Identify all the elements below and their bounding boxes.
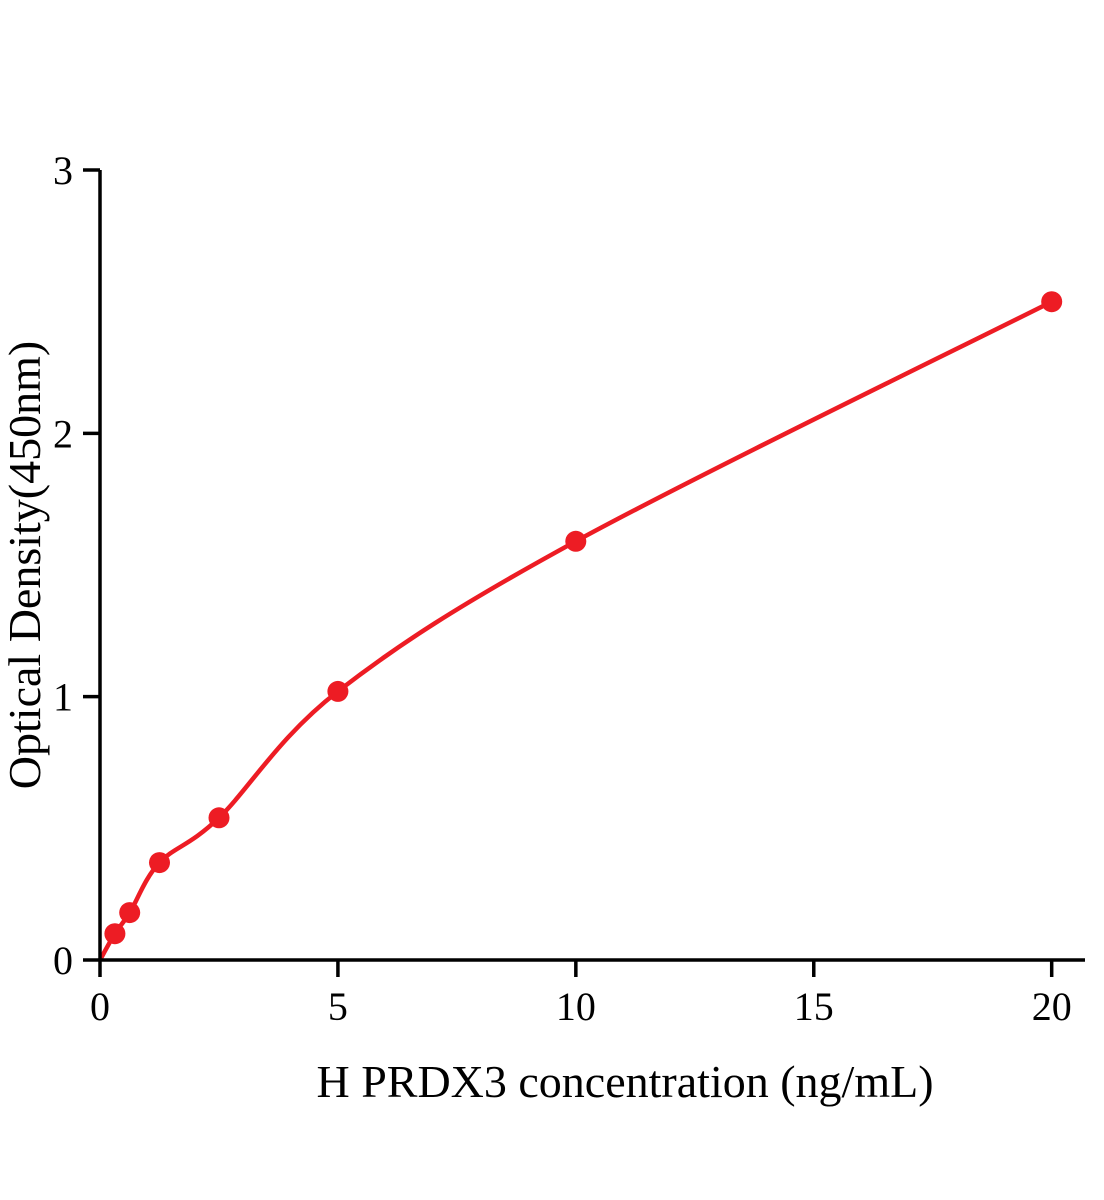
x-tick-label: 10 — [556, 984, 596, 1029]
data-point-marker — [208, 807, 230, 829]
x-axis-title: H PRDX3 concentration (ng/mL) — [316, 1056, 933, 1107]
data-point-marker — [119, 902, 141, 924]
y-axis-ticks: 0 1 2 3 — [53, 148, 100, 983]
data-point-marker — [104, 923, 126, 945]
x-axis-ticks: 0 5 10 15 20 — [90, 960, 1072, 1029]
data-point-marker — [327, 680, 349, 702]
x-tick-label: 15 — [794, 984, 834, 1029]
y-tick-label: 3 — [53, 148, 73, 193]
data-points — [104, 291, 1063, 945]
x-tick-label: 20 — [1032, 984, 1072, 1029]
y-tick-label: 2 — [53, 411, 73, 456]
axes — [98, 170, 1085, 962]
data-point-marker — [565, 530, 587, 552]
y-tick-label: 1 — [53, 675, 73, 720]
data-point-marker — [1041, 291, 1063, 313]
data-point-marker — [149, 852, 170, 874]
x-tick-label: 0 — [90, 984, 110, 1029]
y-tick-label: 0 — [53, 938, 73, 983]
x-tick-label: 5 — [328, 984, 348, 1029]
y-axis-title: Optical Density(450nm) — [0, 341, 50, 789]
fit-curve-line — [97, 299, 1054, 963]
